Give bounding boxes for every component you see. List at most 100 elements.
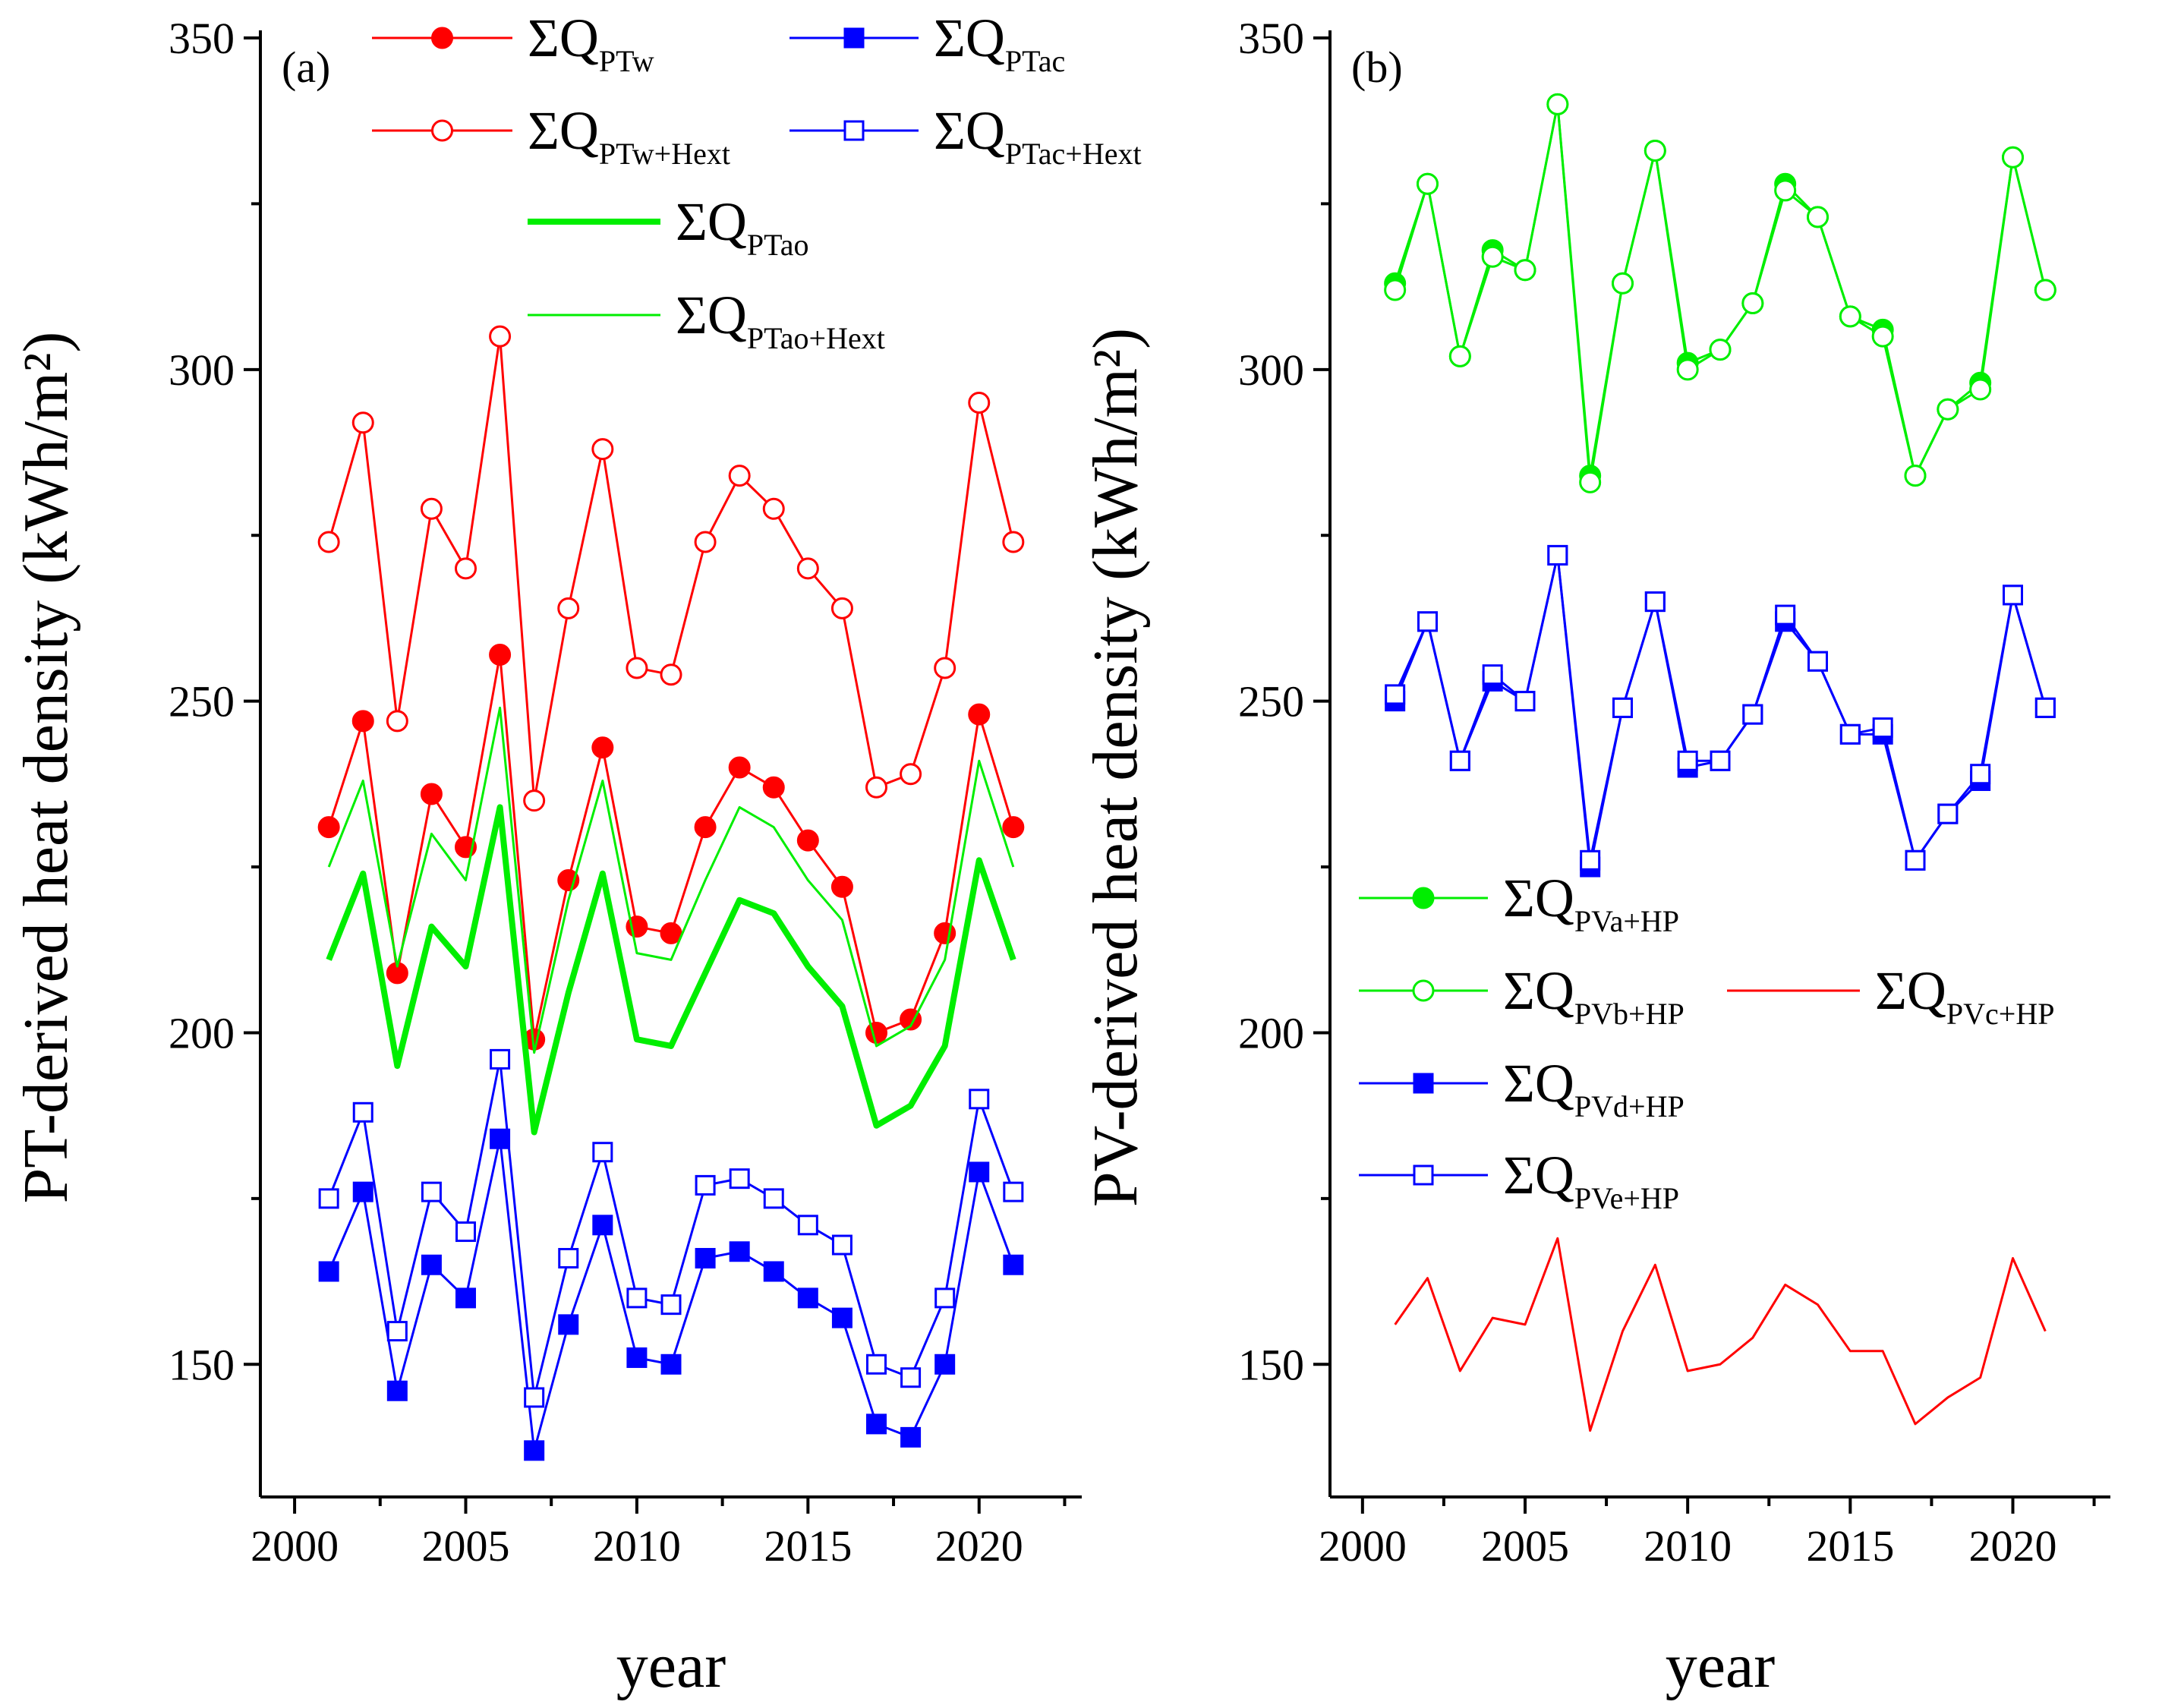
data-point — [763, 1261, 784, 1282]
data-point — [626, 1287, 648, 1309]
legend-label-sub: PTac — [1005, 44, 1065, 78]
data-point — [420, 497, 443, 520]
series-PVb+HP — [1384, 93, 2056, 493]
data-point — [558, 1247, 579, 1268]
legend-label-sub: PTac+Hext — [1005, 137, 1142, 171]
data-point — [1937, 398, 1959, 421]
legend-label-sub: PTw+Hext — [599, 137, 730, 171]
legend-label: ΣQPTac+Hext — [934, 100, 1142, 171]
data-point — [1002, 531, 1025, 553]
x-axis-title: year — [1666, 1631, 1776, 1701]
data-point — [695, 1174, 716, 1196]
data-point — [626, 1347, 648, 1369]
data-point — [1003, 1254, 1024, 1275]
y-tick-label: 350 — [169, 14, 235, 63]
data-point — [523, 789, 546, 812]
data-point — [2034, 697, 2056, 718]
data-point — [557, 597, 580, 619]
data-point — [729, 1241, 750, 1262]
x-tick-label: 2015 — [1806, 1521, 1894, 1571]
data-point — [386, 710, 408, 733]
data-point — [934, 922, 957, 944]
data-point — [592, 1142, 613, 1163]
data-point — [1003, 1181, 1024, 1202]
legend-entry-PVd+HP: ΣQPVd+HP — [1359, 1053, 1685, 1123]
data-point — [660, 922, 682, 944]
x-tick-label: 2000 — [1319, 1521, 1407, 1571]
legend-swatch-marker — [843, 27, 865, 49]
legend-entry-PTac: ΣQPTac — [789, 8, 1065, 78]
data-point — [318, 1188, 339, 1209]
data-point — [695, 1247, 716, 1268]
data-point — [796, 829, 819, 852]
series-line — [1394, 102, 2047, 484]
series-PTw — [317, 643, 1025, 1051]
y-tick-label: 300 — [169, 345, 235, 395]
x-tick-label: 2020 — [935, 1521, 1023, 1571]
legend-entry-PTao+Hext: ΣQPTao+Hext — [528, 285, 885, 355]
legend-label-main: ΣQ — [528, 8, 599, 68]
legend-label-main: ΣQ — [934, 8, 1005, 68]
legend-label-sub: PTw — [599, 44, 654, 78]
y-tick-label: 250 — [169, 677, 235, 726]
data-point — [317, 531, 340, 553]
data-point — [694, 816, 717, 839]
data-point — [1514, 691, 1536, 712]
data-point — [866, 1353, 887, 1375]
series-line — [327, 335, 1015, 802]
data-point — [1644, 140, 1666, 162]
y-tick-label: 150 — [1238, 1340, 1304, 1389]
series-PTac+Hext — [318, 1048, 1024, 1408]
y-tick-label: 250 — [1238, 677, 1304, 726]
data-point — [1742, 704, 1763, 725]
legend-label-sub: PVc+HP — [1946, 997, 2055, 1031]
x-tick-label: 2000 — [251, 1521, 339, 1571]
legend-entry-PTac+Hext: ΣQPTac+Hext — [789, 100, 1142, 171]
data-point — [1970, 764, 1991, 785]
series-PTao — [326, 804, 1016, 1136]
data-point — [317, 816, 340, 839]
legend-swatch-marker — [1412, 887, 1435, 909]
data-point — [1385, 684, 1406, 705]
panel-label: (a) — [282, 43, 330, 92]
series-PVa+HP — [1384, 93, 2056, 487]
legend-label: ΣQPVc+HP — [1875, 960, 2054, 1031]
legend-label: ΣQPTw+Hext — [528, 100, 730, 171]
data-point — [1417, 611, 1438, 632]
legend-label-sub: PVd+HP — [1574, 1089, 1685, 1123]
series-line — [327, 706, 1015, 1054]
legend-label-main: ΣQ — [676, 285, 747, 345]
data-point — [421, 1181, 442, 1202]
legend-label-sub: PTao+Hext — [747, 321, 885, 355]
series-line — [327, 653, 1015, 1041]
y-tick-label: 150 — [169, 1340, 235, 1389]
legend-entry-PVa+HP: ΣQPVa+HP — [1359, 868, 1679, 938]
data-point — [524, 1440, 545, 1461]
legend-entry-PVb+HP: ΣQPVb+HP — [1359, 960, 1685, 1031]
series-PTac — [318, 1128, 1024, 1461]
data-point — [1969, 378, 1992, 401]
data-point — [1872, 717, 1893, 739]
data-point — [660, 663, 682, 686]
legend-label-sub: PVb+HP — [1574, 997, 1685, 1031]
data-point — [865, 1021, 887, 1044]
legend-label-main: ΣQ — [1875, 960, 1946, 1021]
legend-label-main: ΣQ — [1503, 1145, 1574, 1205]
legend-swatch-marker — [431, 27, 453, 49]
data-point — [592, 1215, 613, 1236]
data-point — [386, 1321, 408, 1342]
data-point — [796, 557, 819, 580]
x-axis-title: year — [616, 1631, 726, 1701]
data-point — [1546, 93, 1569, 115]
data-point — [421, 1254, 442, 1275]
legend-label: ΣQPVe+HP — [1503, 1145, 1679, 1215]
data-point — [524, 1387, 545, 1408]
data-point — [1807, 206, 1829, 228]
data-point — [1579, 471, 1602, 493]
data-point — [660, 1294, 682, 1316]
series-line — [326, 804, 1016, 1136]
legend-label-sub: PVa+HP — [1574, 904, 1679, 938]
data-point — [1774, 179, 1797, 202]
